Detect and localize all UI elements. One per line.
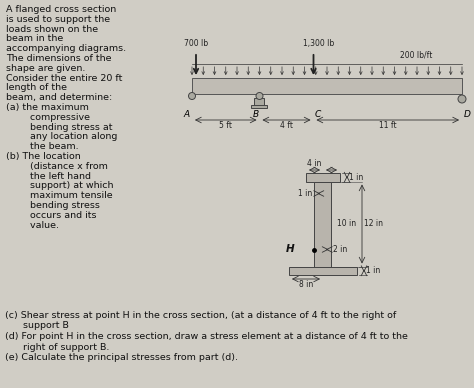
Text: (e) Calculate the principal stresses from part (d).: (e) Calculate the principal stresses fro… (5, 353, 238, 362)
Text: 1 in: 1 in (366, 266, 380, 275)
Bar (192, 78, 462, 94)
Text: (a) the maximum: (a) the maximum (6, 103, 89, 112)
Text: A: A (184, 110, 190, 119)
Text: (distance x from: (distance x from (6, 162, 108, 171)
Text: Consider the entire 20 ft: Consider the entire 20 ft (6, 74, 122, 83)
Text: beam, and determine:: beam, and determine: (6, 93, 112, 102)
Text: (b) The location: (b) The location (6, 152, 81, 161)
Text: 200 lb/ft: 200 lb/ft (400, 50, 432, 59)
Text: 12 in: 12 in (364, 220, 383, 229)
Text: 1,300 lb: 1,300 lb (303, 39, 335, 48)
Text: bending stress: bending stress (6, 201, 100, 210)
Text: the left hand: the left hand (6, 171, 91, 180)
Text: support B: support B (5, 322, 69, 331)
Text: support) at which: support) at which (6, 182, 113, 191)
Text: is used to support the: is used to support the (6, 15, 110, 24)
Circle shape (189, 92, 195, 99)
Text: compressive: compressive (6, 113, 90, 122)
Text: B: B (252, 110, 258, 119)
Text: value.: value. (6, 221, 59, 230)
Text: The dimensions of the: The dimensions of the (6, 54, 111, 63)
Text: A flanged cross section: A flanged cross section (6, 5, 116, 14)
Text: C: C (315, 110, 321, 119)
Text: 1 in: 1 in (349, 173, 363, 182)
Bar (289, 267, 357, 275)
Bar (255, 98, 264, 106)
Text: accompanying diagrams.: accompanying diagrams. (6, 44, 126, 53)
Text: (d) For point H in the cross section, draw a stress element at a distance of 4 f: (d) For point H in the cross section, dr… (5, 332, 408, 341)
Circle shape (256, 92, 263, 99)
Text: bending stress at: bending stress at (6, 123, 112, 132)
Text: shape are given.: shape are given. (6, 64, 85, 73)
Text: beam in the: beam in the (6, 35, 63, 43)
Text: (c) Shear stress at point H in the cross section, (at a distance of 4 ft to the : (c) Shear stress at point H in the cross… (5, 311, 396, 320)
Bar (252, 105, 267, 108)
Text: 2 in: 2 in (334, 245, 348, 254)
Text: 10 in: 10 in (337, 220, 356, 229)
Text: H: H (286, 244, 294, 255)
Bar (315, 182, 331, 267)
Text: the beam.: the beam. (6, 142, 79, 151)
Text: 5 ft: 5 ft (219, 121, 232, 130)
Text: right of support B.: right of support B. (5, 343, 109, 352)
Text: 8 in: 8 in (299, 280, 313, 289)
Text: any location along: any location along (6, 132, 118, 141)
Text: length of the: length of the (6, 83, 67, 92)
Text: 700 lb: 700 lb (184, 39, 208, 48)
Text: 11 ft: 11 ft (379, 121, 397, 130)
Bar (306, 173, 340, 182)
Text: 4 in: 4 in (307, 159, 322, 168)
Circle shape (458, 95, 466, 103)
Text: 1 in: 1 in (299, 189, 313, 198)
Text: loads shown on the: loads shown on the (6, 24, 98, 34)
Text: maximum tensile: maximum tensile (6, 191, 113, 200)
Text: 4 ft: 4 ft (280, 121, 293, 130)
Text: D: D (464, 110, 471, 119)
Text: occurs and its: occurs and its (6, 211, 97, 220)
